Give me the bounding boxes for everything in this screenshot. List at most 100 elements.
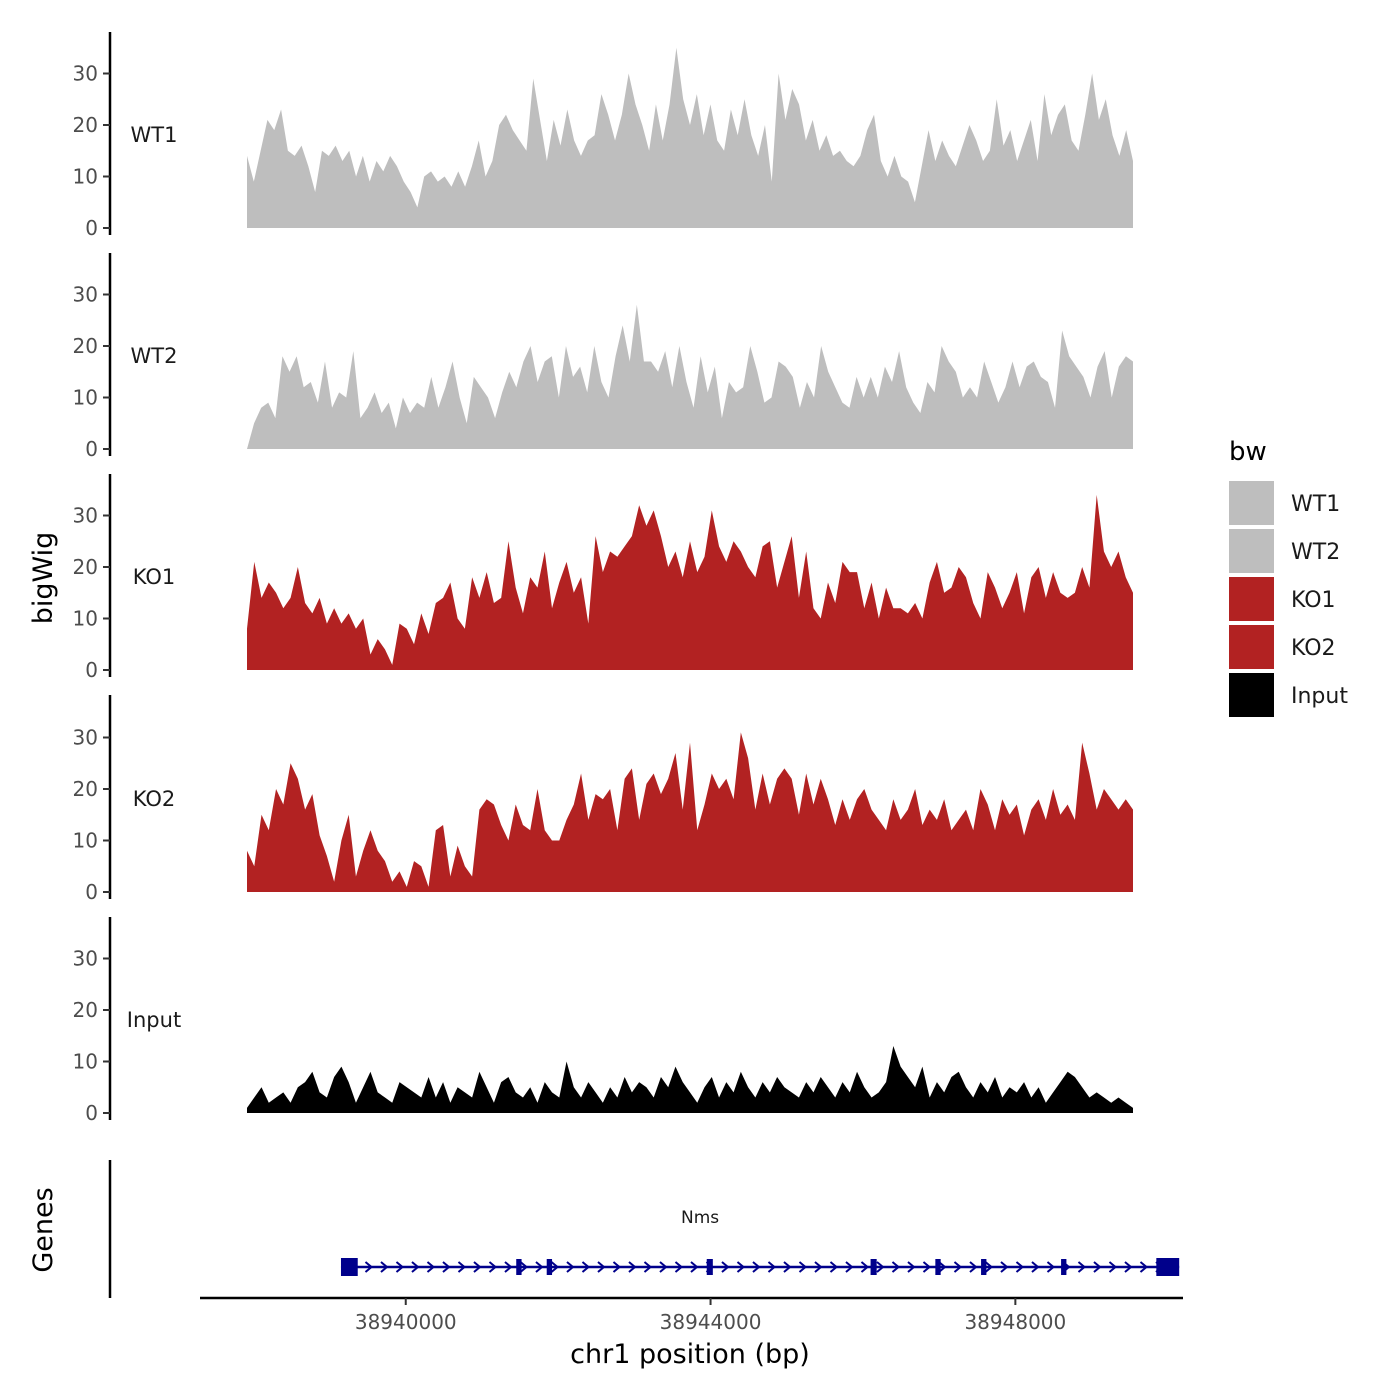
y-tick-label: 0 (85, 658, 98, 682)
strand-arrow (535, 1261, 544, 1273)
strand-arrow (845, 1261, 854, 1273)
exon (516, 1259, 522, 1275)
signal-area-ko1 (247, 494, 1133, 670)
legend-label: Input (1291, 684, 1348, 709)
legend-title: bw (1229, 437, 1267, 467)
legend-swatch (1229, 529, 1274, 573)
x-axis-title: chr1 position (bp) (570, 1339, 810, 1370)
track-panel-wt2: 0 10 20 30 WT2 (73, 253, 1133, 461)
x-tick-label: 38948000 (964, 1310, 1066, 1334)
legend-item-ko1: KO1 (1229, 577, 1336, 621)
strand-arrow (659, 1261, 668, 1273)
exon (546, 1259, 553, 1275)
strand-arrow (1108, 1261, 1118, 1273)
y-tick-label: 10 (73, 829, 98, 853)
track-label: KO2 (133, 787, 176, 811)
strand-arrow (1000, 1261, 1009, 1273)
strand-arrow (364, 1261, 374, 1273)
strand-arrow (1031, 1261, 1040, 1273)
y-tick-label: 20 (73, 777, 98, 801)
legend-label: WT1 (1291, 492, 1340, 517)
strand-arrow (488, 1261, 498, 1273)
strand-arrow (566, 1261, 575, 1273)
strand-arrow (814, 1261, 823, 1273)
track-panel-wt1: 0 10 20 30 WT1 (73, 32, 1133, 240)
track-panel-ko1: 0 10 20 30 KO1 (73, 474, 1133, 682)
strand-arrow (1124, 1261, 1133, 1273)
x-tick-label: 38944000 (660, 1310, 762, 1334)
strand-arrow (767, 1261, 777, 1273)
signal-area-wt2 (247, 304, 1133, 449)
y-tick-label: 30 (73, 62, 98, 86)
legend-swatch (1229, 577, 1274, 621)
strand-arrow (674, 1261, 684, 1273)
strand-arrow (473, 1261, 482, 1273)
legend-item-input: Input (1229, 673, 1348, 717)
y-tick-label: 20 (73, 998, 98, 1022)
strand-arrow (752, 1261, 761, 1273)
legend-label: KO1 (1291, 588, 1336, 613)
signal-area-wt1 (247, 47, 1133, 228)
track-label: Input (127, 1008, 181, 1032)
y-tick-label: 20 (73, 113, 98, 137)
strand-arrow (938, 1261, 947, 1273)
strand-arrow (690, 1261, 699, 1273)
strand-arrow (504, 1261, 513, 1273)
y-tick-label: 0 (85, 437, 98, 461)
legend-swatch (1229, 625, 1274, 669)
gene-track-label: Genes (28, 1187, 59, 1272)
track-label: WT1 (131, 123, 178, 147)
strand-arrow (411, 1261, 420, 1273)
strand-arrow (442, 1261, 451, 1273)
strand-arrow (969, 1261, 978, 1273)
y-tick-label: 10 (73, 607, 98, 631)
track-panel-input: 0 10 20 30 Input (73, 917, 1133, 1125)
strand-arrow (426, 1261, 436, 1273)
y-tick-label: 20 (73, 334, 98, 358)
strand-arrow (581, 1261, 591, 1273)
strand-arrow (721, 1261, 730, 1273)
signal-area-input (247, 1046, 1133, 1113)
legend-label: WT2 (1291, 540, 1340, 565)
exon (1156, 1258, 1180, 1276)
strand-arrow (519, 1261, 529, 1273)
x-tick-label: 38940000 (355, 1310, 457, 1334)
y-tick-label: 30 (73, 726, 98, 750)
strand-arrow (597, 1261, 606, 1273)
legend-swatch (1229, 673, 1274, 717)
strand-arrow (922, 1261, 932, 1273)
strand-arrow (1139, 1261, 1149, 1273)
legend-item-wt1: WT1 (1229, 481, 1340, 525)
exon (981, 1259, 987, 1275)
strand-arrow (643, 1261, 653, 1273)
strand-arrow (1077, 1261, 1087, 1273)
y-tick-label: 0 (85, 1101, 98, 1125)
y-axis-title: bigWig (28, 532, 59, 625)
track-label: WT2 (131, 344, 178, 368)
strand-arrow (891, 1261, 901, 1273)
strand-arrow (1046, 1261, 1056, 1273)
strand-arrow (907, 1261, 916, 1273)
legend-item-wt2: WT2 (1229, 529, 1340, 573)
y-tick-label: 10 (73, 1050, 98, 1074)
legend-label: KO2 (1291, 636, 1336, 661)
strand-arrow (457, 1261, 467, 1273)
strand-arrow (798, 1261, 808, 1273)
exon (870, 1259, 877, 1275)
exon (340, 1258, 358, 1276)
strand-arrow (736, 1261, 746, 1273)
strand-arrow (1015, 1261, 1025, 1273)
strand-arrow (1093, 1261, 1102, 1273)
strand-arrow (612, 1261, 622, 1273)
track-label: KO1 (133, 565, 176, 589)
gene-name: Nms (681, 1208, 719, 1228)
strand-arrow (953, 1261, 963, 1273)
signal-area-ko2 (247, 732, 1133, 892)
legend-item-ko2: KO2 (1229, 625, 1336, 669)
exon (935, 1259, 941, 1275)
y-tick-label: 10 (73, 386, 98, 410)
strand-arrow (860, 1261, 870, 1273)
exon (706, 1259, 713, 1275)
strand-arrow (550, 1261, 560, 1273)
